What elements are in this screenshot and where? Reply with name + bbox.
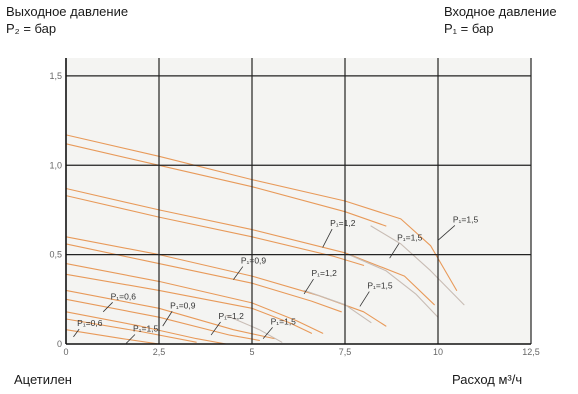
curve-label-pointer-8 [162,311,173,327]
curve-label-6: P₁=1,5 [367,281,393,291]
inlet-pressure-title: Входное давление [444,4,557,19]
curve-label-10: P₁=1,5 [271,316,297,326]
curve-line-13 [65,329,160,345]
x-tick-label-5: 12,5 [522,347,540,357]
curve-label-pointer-3 [437,225,456,241]
curve-label-4: P₁=0,9 [241,256,267,266]
curve-label-7: P₁=0,6 [111,291,137,301]
curve-label-9: P₁=1,2 [219,311,245,321]
outlet-pressure-unit: P₂ = бар [6,21,57,36]
curve-line-9 [65,289,275,340]
curve-label-pointer-12 [125,334,136,345]
x-tick-label-4: 10 [433,347,443,357]
y-tick-label-3: 1,5 [49,71,62,81]
curve-line-12 [65,318,197,343]
y-tick-label-0: 0 [57,339,62,349]
curve-line-17 [225,314,283,343]
x-axis-label: Расход м³/ч [452,372,523,387]
x-tick-label-1: 2,5 [153,347,166,357]
curve-label-pointer-4 [233,266,244,280]
curve-label-12: P₁=1,5 [133,323,159,333]
curve-line-3 [65,187,435,306]
curve-label-3: P₁=1,5 [453,214,479,224]
curve-label-pointer-7 [102,302,113,313]
curve-label-pointer-9 [210,321,221,336]
curve-label-11: P₁=0,6 [77,318,103,328]
curve-label-8: P₁=0,9 [170,300,196,310]
curve-line-11 [65,311,227,345]
curve-label-5: P₁=1,2 [312,268,338,278]
y-tick-label-2: 1,0 [49,160,62,170]
plot-background [66,58,531,344]
outlet-pressure-title: Выходное давление [6,4,129,19]
curve-line-5 [65,236,387,327]
curve-line-15 [348,254,439,318]
inlet-pressure-unit: P₁ = бар [444,21,494,36]
curve-label-2: P₁=1,5 [397,232,423,242]
curve-label-1: P₁=1,2 [330,218,356,228]
curve-label-pointer-11 [73,328,80,338]
curve-label-pointer-1 [322,228,333,248]
curve-label-pointer-2 [389,243,400,259]
x-tick-label-0: 0 [63,347,68,357]
gas-name-label: Ацетилен [14,372,72,387]
x-tick-label-2: 5 [249,347,254,357]
curve-label-pointer-10 [262,327,273,339]
curve-label-pointer-6 [359,291,370,307]
x-tick-label-3: 7,5 [339,347,352,357]
curve-label-pointer-5 [303,278,314,295]
curve-line-10 [65,298,260,341]
curve-line-14 [370,225,465,306]
y-tick-label-1: 0,5 [49,250,62,260]
